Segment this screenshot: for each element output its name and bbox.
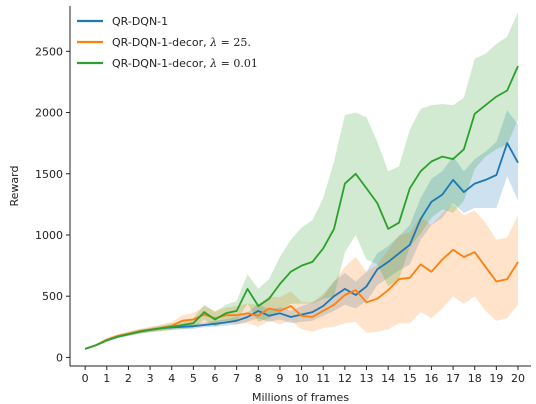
x-tick-label: 10 — [295, 372, 309, 385]
y-axis: 0 500 1000 1500 2000 2500 — [35, 6, 71, 366]
y-tick-label: 2500 — [35, 45, 63, 58]
series-3-band — [85, 12, 518, 350]
x-tick-label: 16 — [424, 372, 438, 385]
x-axis: 0 1 2 3 4 5 6 7 8 9 10 11 12 13 14 15 16 17 18 19 20 — [70, 365, 531, 385]
legend-label-2: QR-DQN-1-decor, λ = 25. — [112, 36, 251, 49]
x-tick-label: 4 — [168, 372, 175, 385]
x-tick-label: 19 — [489, 372, 503, 385]
legend-label-3: QR-DQN-1-decor, λ = 0.01 — [112, 57, 258, 70]
x-tick-label: 14 — [381, 372, 395, 385]
series-3-line — [84, 65, 519, 350]
x-tick-label: 11 — [316, 372, 330, 385]
x-axis-label: Millions of frames — [252, 391, 349, 404]
x-tick-label: 7 — [233, 372, 240, 385]
legend: QR-DQN-1 QR-DQN-1-decor, λ = 25. QR-DQN-1-… — [77, 15, 258, 70]
y-tick-label: 500 — [42, 290, 63, 303]
x-tick-label: 17 — [446, 372, 460, 385]
y-tick-label: 1000 — [35, 229, 63, 242]
series-2-band — [85, 204, 518, 350]
x-tick-label: 3 — [147, 372, 154, 385]
y-tick-label: 1500 — [35, 168, 63, 181]
x-tick-label: 5 — [190, 372, 197, 385]
x-tick-label: 13 — [360, 372, 374, 385]
x-tick-label: 0 — [82, 372, 89, 385]
y-tick-label: 2000 — [35, 107, 63, 120]
x-tick-label: 2 — [125, 372, 132, 385]
y-tick-label: 0 — [56, 351, 63, 364]
bands-layer — [85, 12, 518, 350]
x-tick-label: 6 — [212, 372, 219, 385]
lines-layer — [84, 65, 519, 350]
legend-label-1: QR-DQN-1 — [112, 15, 168, 28]
x-tick-label: 15 — [403, 372, 417, 385]
x-tick-label: 1 — [103, 372, 110, 385]
x-tick-label: 12 — [338, 372, 352, 385]
x-tick-label: 18 — [468, 372, 482, 385]
x-tick-label: 8 — [255, 372, 262, 385]
x-tick-label: 9 — [276, 372, 283, 385]
x-tick-label: 20 — [511, 372, 525, 385]
y-axis-label: Reward — [8, 166, 21, 207]
